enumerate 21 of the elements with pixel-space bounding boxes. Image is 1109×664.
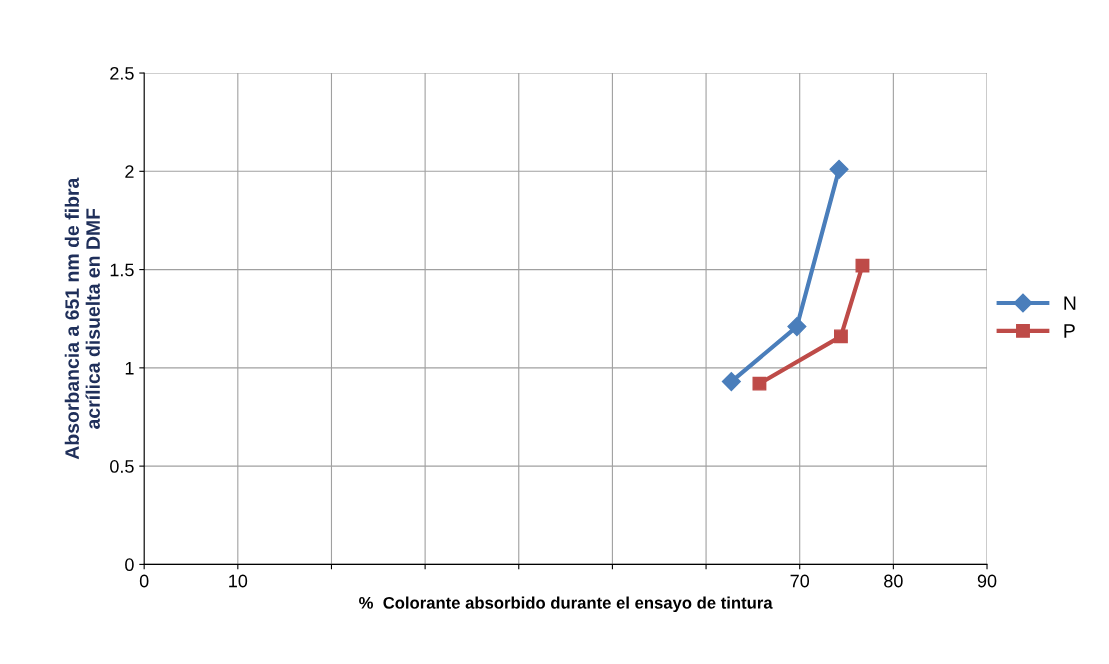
y-tick-label: 2.5 (110, 66, 134, 80)
point (833, 329, 848, 344)
x-tick-label: 10 (229, 574, 248, 588)
x-tick-label: 80 (884, 574, 903, 588)
y-axis-title: Absorbancia a 651 nm de fibra acrílica disuelta en DMF (64, 177, 100, 460)
legend-label: N (1064, 296, 1076, 310)
x-tick-label: 0 (139, 574, 149, 588)
point (855, 258, 870, 273)
legend-label: P (1064, 324, 1075, 338)
point (752, 376, 767, 391)
point (787, 317, 807, 337)
x-tick-label: 70 (790, 574, 810, 588)
point (829, 159, 849, 179)
y-tick-label: 0.5 (110, 460, 134, 473)
y-tick-label: 0 (125, 558, 134, 572)
y-tick-label: 1.5 (110, 263, 134, 277)
x-axis-title: % Colorante absorbido durante el ensayo de tintura (359, 596, 773, 613)
point (721, 372, 741, 392)
y-tick-label: 1 (125, 361, 134, 375)
x-tick-label: 90 (977, 574, 997, 588)
y-tick-label: 2 (125, 165, 134, 178)
